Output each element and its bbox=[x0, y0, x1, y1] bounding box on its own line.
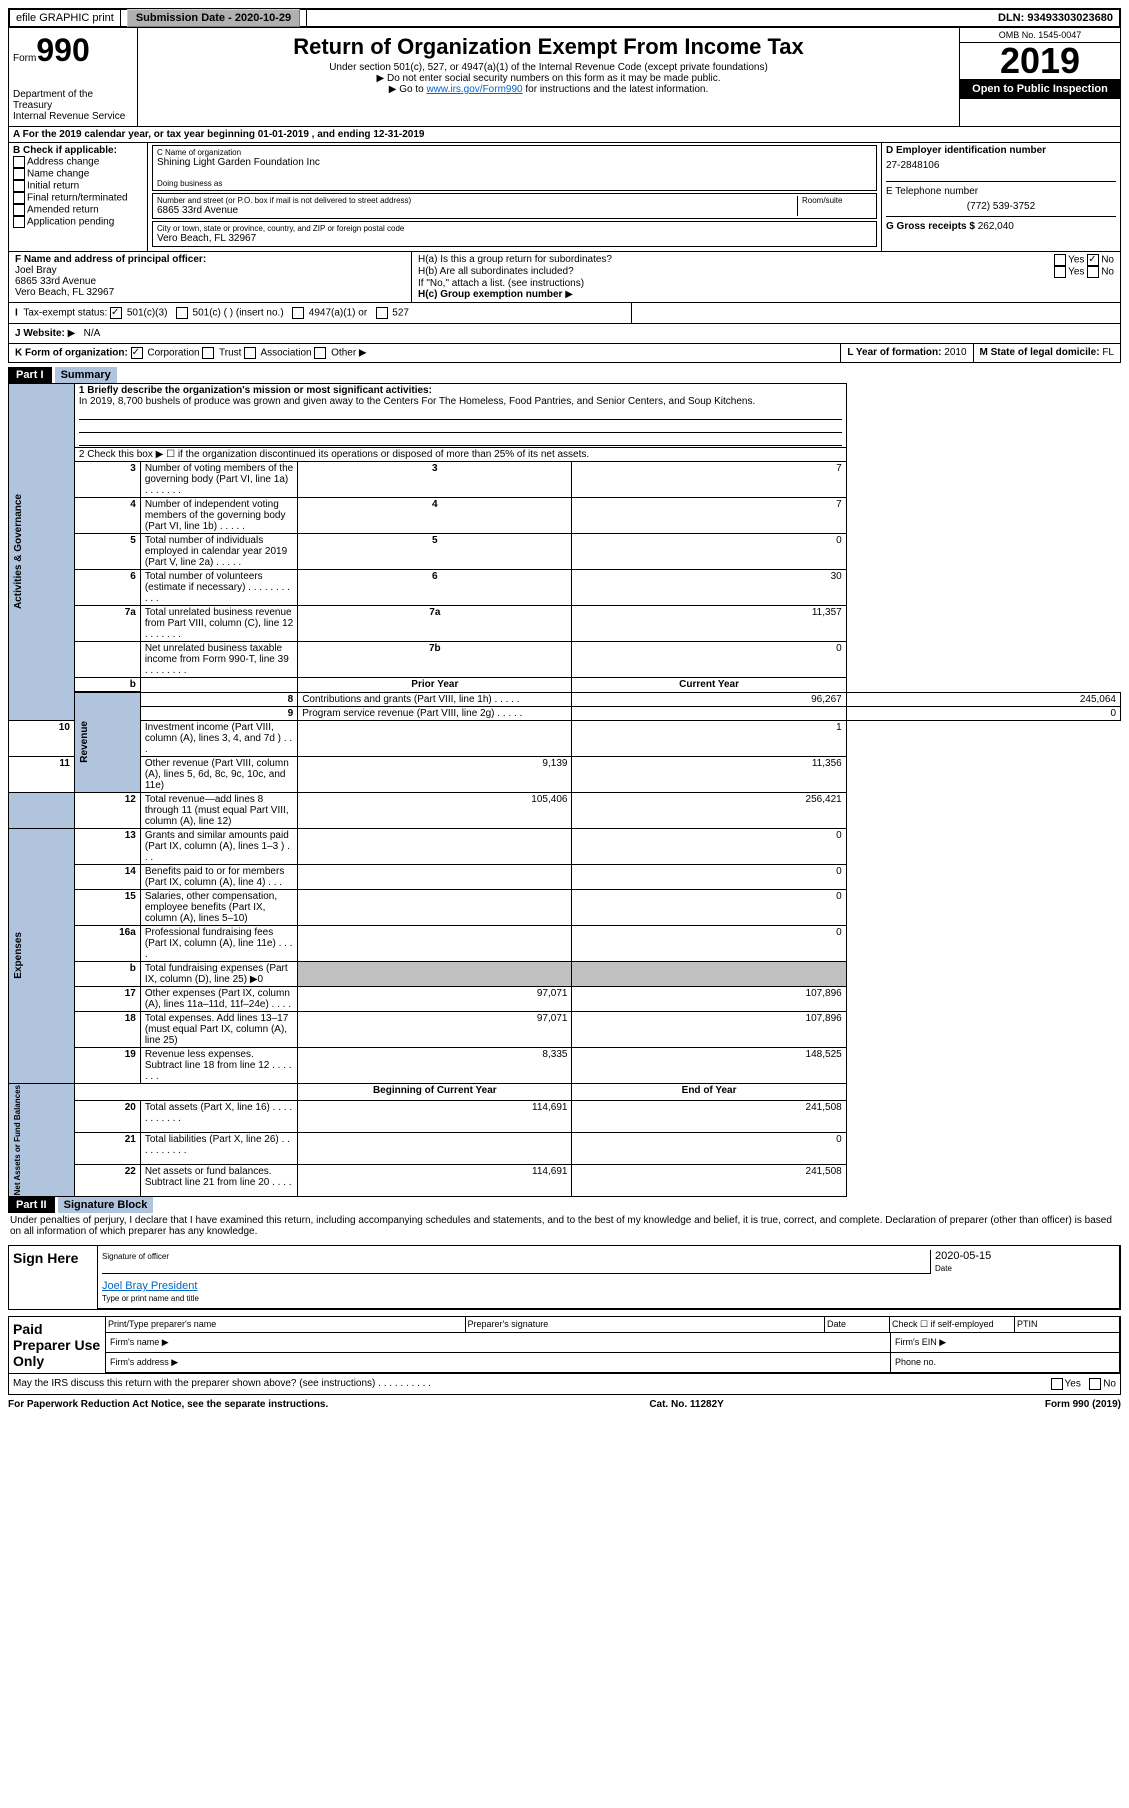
part1-header: Part I bbox=[8, 367, 52, 383]
declaration: Under penalties of perjury, I declare th… bbox=[8, 1213, 1121, 1239]
year-formation: L Year of formation: 2010 bbox=[840, 344, 972, 362]
org-name: Shining Light Garden Foundation Inc bbox=[157, 157, 872, 168]
website-row: J Website: ▶ N/A bbox=[9, 323, 1120, 343]
principal-officer: F Name and address of principal officer:… bbox=[9, 252, 412, 302]
officer-link[interactable]: Joel Bray President bbox=[102, 1280, 197, 1292]
paid-preparer-block: Paid Preparer Use Only Print/Type prepar… bbox=[8, 1316, 1121, 1374]
top-bar: efile GRAPHIC print Submission Date - 20… bbox=[8, 8, 1121, 28]
efile-label: efile GRAPHIC print bbox=[10, 10, 121, 26]
submission-date-btn[interactable]: Submission Date - 2020-10-29 bbox=[127, 9, 300, 27]
col-d-ein: D Employer identification number 27-2848… bbox=[881, 143, 1120, 251]
mission-text: In 2019, 8,700 bushels of produce was gr… bbox=[79, 396, 755, 407]
ein: 27-2848106 bbox=[886, 156, 1116, 181]
form-title: Return of Organization Exempt From Incom… bbox=[142, 34, 955, 60]
dln: DLN: 93493303023680 bbox=[992, 10, 1119, 26]
part2-title: Signature Block bbox=[58, 1197, 154, 1213]
signature-block: Sign Here Signature of officer 2020-05-1… bbox=[8, 1245, 1121, 1310]
line-a: A For the 2019 calendar year, or tax yea… bbox=[9, 126, 1120, 142]
discuss-row: May the IRS discuss this return with the… bbox=[8, 1374, 1121, 1395]
form-id-block: Form990 Department of the Treasury Inter… bbox=[9, 28, 138, 126]
summary-table: Activities & Governance 1 Briefly descri… bbox=[8, 383, 1121, 1197]
501c3-check[interactable] bbox=[110, 307, 122, 319]
tax-exempt-status: I Tax-exempt status: 501(c)(3) 501(c) ( … bbox=[9, 303, 632, 323]
page-footer: For Paperwork Reduction Act Notice, see … bbox=[8, 1395, 1121, 1410]
instructions-link[interactable]: www.irs.gov/Form990 bbox=[426, 84, 522, 95]
group-return: H(a) Is this a group return for subordin… bbox=[412, 252, 1120, 302]
col-b-checkboxes: B Check if applicable: Address change Na… bbox=[9, 143, 148, 251]
title-block: Return of Organization Exempt From Incom… bbox=[138, 28, 959, 126]
part2-header: Part II bbox=[8, 1197, 55, 1213]
form-of-org: K Form of organization: Corporation Trus… bbox=[9, 344, 840, 362]
part1-title: Summary bbox=[55, 367, 117, 383]
state-domicile: M State of legal domicile: FL bbox=[973, 344, 1120, 362]
col-c-org: C Name of organization Shining Light Gar… bbox=[148, 143, 881, 251]
year-block: OMB No. 1545-0047 2019 Open to Public In… bbox=[959, 28, 1120, 126]
